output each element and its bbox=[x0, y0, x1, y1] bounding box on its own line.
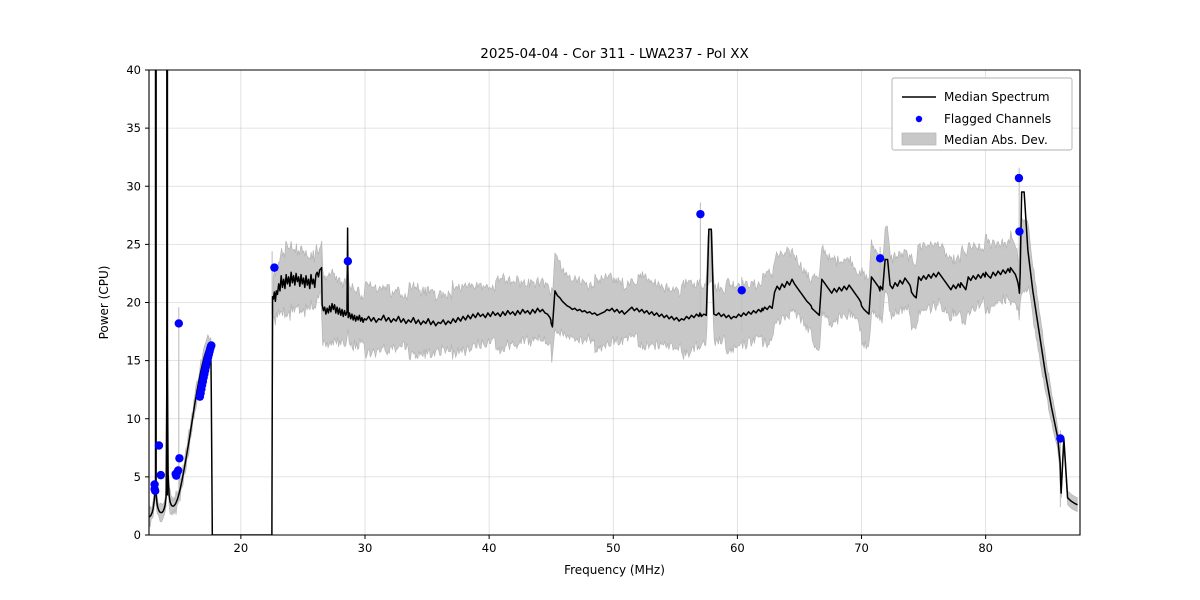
median-spectrum-segment-2 bbox=[271, 191, 1078, 535]
flagged-channels-markers bbox=[150, 173, 1065, 496]
flagged-channel-point bbox=[151, 486, 160, 496]
x-tick-label: 60 bbox=[730, 541, 745, 555]
flagged-channel-point bbox=[1015, 227, 1024, 236]
flagged-channel-point bbox=[696, 209, 705, 219]
y-tick-label: 35 bbox=[126, 121, 141, 135]
y-tick-label: 40 bbox=[126, 63, 141, 77]
x-tick-label: 70 bbox=[854, 541, 869, 555]
flagged-channel-point bbox=[156, 470, 165, 480]
flagged-channel-point bbox=[270, 263, 279, 272]
legend[interactable]: Median Spectrum Flagged Channels Median … bbox=[891, 77, 1073, 151]
flagged-channel-point bbox=[154, 441, 164, 450]
legend-item-flagged-channels[interactable]: Flagged Channels bbox=[915, 112, 1051, 126]
x-tick-label: 40 bbox=[482, 541, 497, 555]
x-axis-label: Frequency (MHz) bbox=[564, 563, 665, 577]
flagged-channel-point bbox=[737, 286, 746, 295]
flagged-channel-point bbox=[174, 319, 183, 328]
flagged-channel-point bbox=[175, 454, 184, 463]
y-tick-label: 20 bbox=[126, 296, 141, 310]
y-tick-label: 0 bbox=[134, 528, 141, 542]
legend-frame bbox=[891, 77, 1073, 151]
x-tick-label: 80 bbox=[978, 541, 993, 555]
x-axis-ticks: 20 30 40 50 60 70 80 bbox=[234, 535, 993, 555]
y-tick-label: 10 bbox=[126, 412, 141, 426]
x-tick-label: 30 bbox=[358, 541, 373, 555]
x-tick-label: 20 bbox=[234, 541, 249, 555]
legend-label-median-spectrum: Median Spectrum bbox=[944, 90, 1050, 104]
y-axis-ticks: 0 5 10 15 20 25 30 35 40 bbox=[126, 63, 149, 542]
legend-patch-swatch bbox=[901, 132, 937, 146]
legend-label-median-abs-dev: Median Abs. Dev. bbox=[944, 133, 1048, 147]
flagged-channel-point bbox=[1014, 173, 1024, 183]
legend-item-median-abs-dev[interactable]: Median Abs. Dev. bbox=[901, 132, 1048, 147]
flagged-channel-point bbox=[207, 341, 216, 350]
y-axis-label: Power (CPU) bbox=[97, 266, 111, 340]
flagged-channel-point bbox=[875, 254, 885, 263]
flagged-channel-point bbox=[1056, 434, 1065, 443]
y-tick-label: 30 bbox=[126, 179, 141, 193]
legend-item-median-spectrum[interactable]: Median Spectrum bbox=[902, 90, 1050, 104]
legend-label-flagged-channels: Flagged Channels bbox=[944, 112, 1051, 126]
y-tick-label: 15 bbox=[126, 354, 141, 368]
flagged-channel-point bbox=[173, 466, 183, 475]
legend-dot-swatch bbox=[915, 115, 923, 123]
flagged-channel-point bbox=[343, 257, 353, 266]
y-tick-label: 25 bbox=[126, 237, 141, 251]
axes-spines bbox=[148, 69, 1081, 536]
x-tick-label: 50 bbox=[606, 541, 621, 555]
y-tick-label: 5 bbox=[134, 470, 141, 484]
page-title: 2025-04-04 - Cor 311 - LWA237 - Pol XX bbox=[480, 46, 748, 62]
